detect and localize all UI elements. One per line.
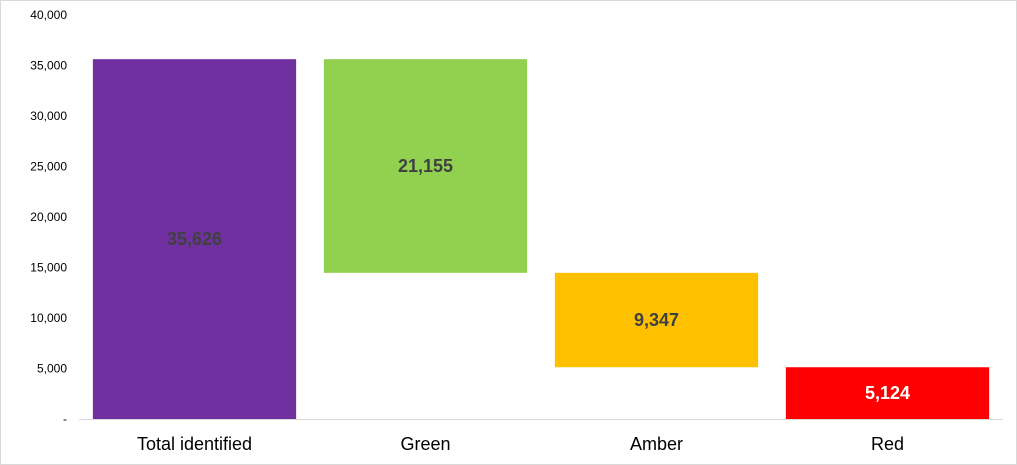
x-category-label: Red [871, 434, 904, 454]
y-tick-label: 10,000 [30, 311, 67, 325]
y-tick-label: - [63, 412, 67, 426]
y-axis: - 5,000 10,000 15,000 20,000 25,000 30,000 35,0… [30, 8, 67, 426]
y-tick-label: 40,000 [30, 8, 67, 22]
y-tick-label: 20,000 [30, 210, 67, 224]
x-category-label: Green [400, 434, 450, 454]
x-category-label: Amber [630, 434, 683, 454]
data-label: 21,155 [398, 156, 453, 176]
bar-amber [554, 272, 759, 368]
bars [92, 59, 990, 419]
data-label: 5,124 [865, 383, 910, 403]
y-tick-label: 15,000 [30, 261, 67, 275]
y-tick-label: 25,000 [30, 160, 67, 174]
x-axis: Total identified Green Amber Red [79, 419, 1003, 454]
bar-green [323, 59, 528, 273]
y-tick-label: 5,000 [37, 362, 67, 376]
y-tick-label: 35,000 [30, 59, 67, 73]
data-labels: 35,626 21,155 9,347 5,124 [167, 156, 910, 403]
bar-total-identified [92, 59, 297, 419]
data-label: 35,626 [167, 229, 222, 249]
y-tick-label: 30,000 [30, 109, 67, 123]
data-label: 9,347 [634, 310, 679, 330]
bar-red [785, 367, 990, 419]
x-category-label: Total identified [137, 434, 252, 454]
